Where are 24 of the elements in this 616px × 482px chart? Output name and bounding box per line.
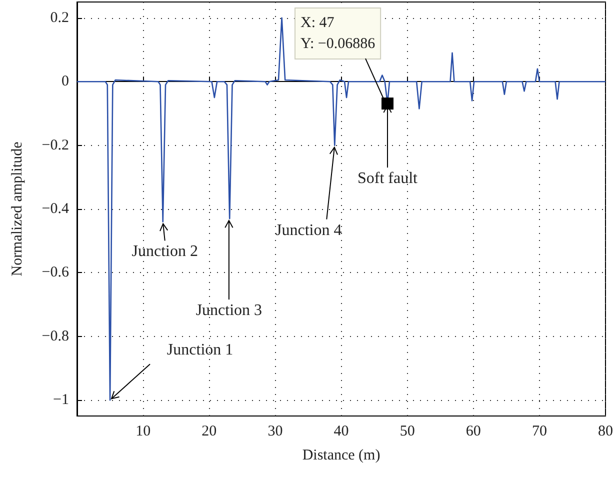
y-tick-label: −0.6 (42, 264, 70, 281)
y-tick-label: −0.2 (42, 137, 69, 154)
annotation: Junction 2 (132, 243, 198, 260)
y-tick-label: 0 (62, 74, 69, 90)
y-tick-label: −0.4 (42, 201, 70, 217)
line-series (76, 17, 606, 401)
y-axis-title: Normalized amplitude (10, 141, 26, 276)
x-tick-label: 50 (400, 424, 415, 440)
y-tick-label: 0.2 (50, 10, 69, 26)
x-tick-label: 40 (334, 424, 349, 440)
x-tick-label: 80 (598, 424, 613, 440)
x-tick-label: 20 (202, 424, 217, 440)
x-tick-label: 60 (466, 424, 481, 440)
annotation: X: 47 Y: −0.06886 (300, 15, 376, 52)
x-tick-label: 10 (136, 424, 151, 440)
annotation: Junction 3 (196, 302, 262, 320)
y-tick-label: −0.8 (42, 328, 69, 344)
x-tick-label: 70 (532, 424, 547, 440)
annotation: Junction 4 (276, 222, 342, 239)
y-tick-label: −1 (53, 392, 69, 408)
x-tick-label: 30 (268, 424, 283, 440)
annotation: Soft fault (357, 170, 418, 188)
annotation: Junction 1 (166, 342, 234, 359)
x-axis-title: Distance (m) (302, 448, 380, 464)
